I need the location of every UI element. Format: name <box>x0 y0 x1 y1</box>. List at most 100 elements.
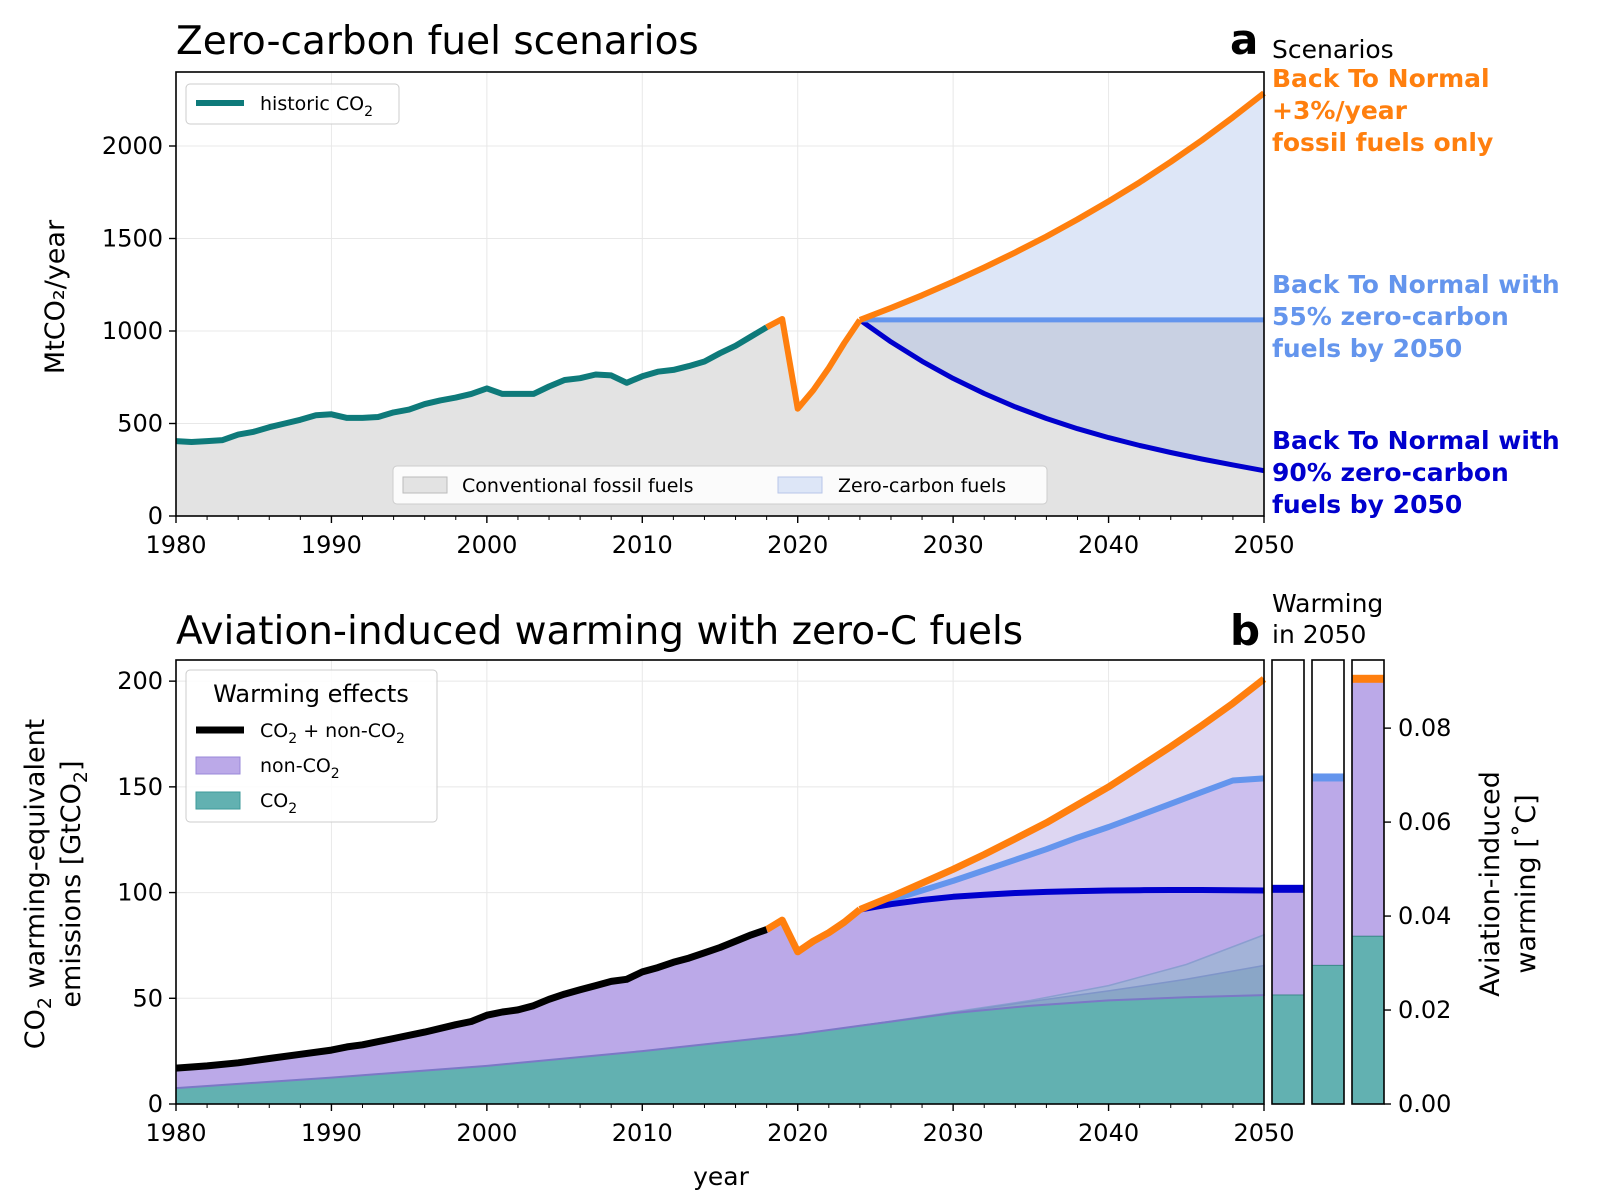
panel-b-side-heading-line2: in 2050 <box>1272 620 1366 649</box>
bar-panel-frame <box>1351 659 1385 1105</box>
total-line-historic <box>175 926 768 1072</box>
co2-area-edge <box>175 994 1265 1090</box>
legend-fossil-label: Conventional fossil fuels <box>462 475 694 497</box>
panel-a-y-tick-label: 1000 <box>102 317 163 345</box>
panel-a-y-tick-label: 2000 <box>102 132 163 160</box>
panel-b-y-tick-label: 100 <box>117 879 163 907</box>
line-rebound <box>765 316 863 412</box>
panel-a-x-tick-label: 2020 <box>767 531 828 559</box>
bars-y-tick-label: 0.08 <box>1398 714 1451 742</box>
panel-b-letter: b <box>1230 606 1260 655</box>
panel-b-ylabel-text: CO2 warming-equivalent <box>20 719 56 1050</box>
panel-b-y-tick-label: 50 <box>132 984 163 1012</box>
scenario-labels: Back To Normal +3%/year fossil fuels onl… <box>1272 64 1560 519</box>
panel-b-x-tick-label: 1980 <box>145 1119 206 1147</box>
panel-a-y-tick-label: 500 <box>117 410 163 438</box>
panel-b-x-tick-label: 2040 <box>1078 1119 1139 1147</box>
panel-a-frame <box>175 71 1265 517</box>
panel-a-x-tick-label: 2030 <box>923 531 984 559</box>
zero-carbon-fuels-area-90 <box>859 319 1264 471</box>
label-btn-line2: +3%/year <box>1272 96 1408 125</box>
panel-b: Aviation-induced warming with zero-C fue… <box>20 589 1542 1191</box>
line-historic-co2 <box>175 324 769 445</box>
panel-b-x-tick-label: 2050 <box>1233 1119 1294 1147</box>
legend-historic: historic CO2 <box>185 83 400 125</box>
bar-non-co2 <box>1311 776 1345 966</box>
panel-a-y-tick-label: 0 <box>148 502 163 530</box>
panel-b-xlabel: year <box>693 1162 749 1191</box>
bar-co2 <box>1271 994 1305 1105</box>
panel-b-x-tick-label: 1990 <box>301 1119 362 1147</box>
bar-non-co2 <box>1271 888 1305 996</box>
legend-zero-swatch <box>777 476 823 494</box>
bars-ylabel-line2: warming [˚C] <box>1511 794 1542 973</box>
panel-b-y-tick-label: 200 <box>117 667 163 695</box>
panel-b-x-tick-label: 2030 <box>923 1119 984 1147</box>
bar-panel-frame <box>1271 659 1305 1105</box>
bar-panel-frame <box>1311 659 1345 1105</box>
total-line-btn55 <box>859 775 1265 913</box>
line-btn <box>858 90 1266 323</box>
panel-b-title: Aviation-induced warming with zero-C fue… <box>176 609 1023 654</box>
panel-a-y-tick-label: 1500 <box>102 225 163 253</box>
bars-y-tick-label: 0.06 <box>1398 808 1451 836</box>
panel-a-title: Zero-carbon fuel scenarios <box>176 19 699 64</box>
panel-b-y-tick-label: 0 <box>148 1090 163 1118</box>
panel-b-y-tick-label: 150 <box>117 773 163 801</box>
panel-a-plot-area: 1980 1990 2000 2010 2020 2030 2040 2050 0 500 1000… <box>102 71 1295 559</box>
panel-a-x-tick-label: 2000 <box>456 531 517 559</box>
legend-zero-label: Zero-carbon fuels <box>838 475 1006 497</box>
legend-historic-box <box>185 83 400 125</box>
legend-co2-swatch <box>195 791 241 810</box>
panel-a-letter: a <box>1230 15 1258 64</box>
label-btn-line3: fossil fuels only <box>1272 128 1493 157</box>
panel-a-x-tick-label: 2040 <box>1078 531 1139 559</box>
panel-b-side-heading-line1: Warming <box>1272 589 1383 618</box>
panel-b-plot-area: 1980 1990 2000 2010 2020 2030 2040 2050 0 50 100 15… <box>117 659 1295 1147</box>
total-line-rebound <box>764 906 863 956</box>
bar-co2 <box>1351 935 1385 1105</box>
panel-a-x-tick-label: 1990 <box>301 531 362 559</box>
total-line-btn90 <box>859 887 1265 913</box>
panel-a-side-heading: Scenarios <box>1272 35 1394 64</box>
bars-y-tick-label: 0.04 <box>1398 902 1451 930</box>
label-btn90-line1: Back To Normal with <box>1272 426 1560 455</box>
panel-b-ylabel-text-2: emissions [GtCO2] <box>56 760 92 1007</box>
bars-y-tick-label: 0.00 <box>1398 1090 1451 1118</box>
co2-area <box>176 995 1264 1104</box>
bars-y-tick-label: 0.02 <box>1398 996 1451 1024</box>
label-btn55-line1: Back To Normal with <box>1272 270 1560 299</box>
panel-b-frame <box>175 659 1265 1105</box>
bar-total-marker <box>1272 884 1304 893</box>
legend-fossil-swatch <box>402 476 448 494</box>
bar-total-marker <box>1312 773 1344 782</box>
legend-nonco2-swatch <box>195 756 241 775</box>
panel-a-x-tick-label: 2050 <box>1233 531 1294 559</box>
warming-bars: 0.00 0.02 0.04 0.06 0.08 <box>1271 659 1451 1118</box>
bar-total-marker <box>1352 674 1384 683</box>
panel-a-ylabel: MtCO₂/year <box>40 219 71 374</box>
label-btn55-line2: 55% zero-carbon <box>1272 302 1509 331</box>
panel-b-x-tick-label: 2000 <box>456 1119 517 1147</box>
panel-a-x-tick-label: 2010 <box>612 531 673 559</box>
panel-b-x-tick-label: 2020 <box>767 1119 828 1147</box>
label-btn90-line2: 90% zero-carbon <box>1272 458 1509 487</box>
legend-fuels-box <box>392 465 1048 505</box>
bar-non-co2 <box>1351 678 1385 937</box>
panel-b-ylabel: CO2 warming-equivalent emissions [GtCO2] <box>20 719 92 1050</box>
legend-fuels: Conventional fossil fuels Zero-carbon fue… <box>392 465 1048 505</box>
label-btn-line1: Back To Normal <box>1272 64 1490 93</box>
total-line-btn <box>858 676 1267 913</box>
legend-warming-title: Warming effects <box>213 680 409 708</box>
panel-a: Zero-carbon fuel scenarios 1980 1990 2000 2… <box>40 15 1560 559</box>
legend-warming-box <box>185 669 438 823</box>
line-btn90 <box>858 317 1265 474</box>
label-btn55-line3: fuels by 2050 <box>1272 334 1462 363</box>
panel-b-x-tick-label: 2010 <box>612 1119 673 1147</box>
bars-ylabel-line1: Aviation-induced <box>1475 771 1506 997</box>
bar-co2 <box>1311 964 1345 1105</box>
panel-a-x-tick-label: 1980 <box>145 531 206 559</box>
label-btn90-line3: fuels by 2050 <box>1272 490 1462 519</box>
